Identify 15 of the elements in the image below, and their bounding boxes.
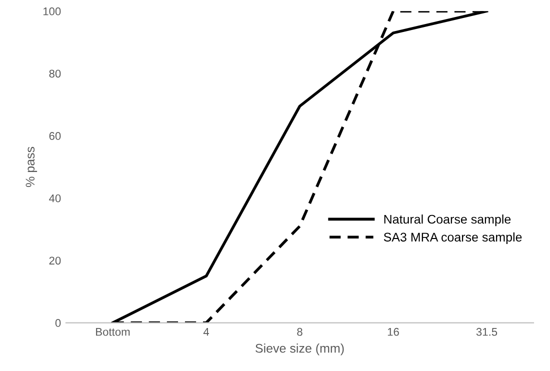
x-axis-title: Sieve size (mm) [256,344,344,356]
x-tick-label: 31.5 [476,328,498,336]
legend-label: Natural Coarse sample [384,214,511,226]
x-tick-label: 4 [203,328,210,336]
y-tick-label: 0 [55,319,61,327]
y-tick-label: 40 [49,194,61,202]
x-tick-label: 8 [297,328,302,336]
y-axis-title: % pass [26,146,38,187]
y-tick-label: 100 [43,7,61,16]
y-tick-label: 20 [49,256,61,265]
y-tick-label: 80 [49,70,61,78]
legend-label: SA3 MRA coarse sample [384,232,522,244]
x-tick-label: 16 [388,328,399,336]
y-tick-label: 60 [49,132,61,140]
x-tick-label: Bottom [96,328,130,336]
